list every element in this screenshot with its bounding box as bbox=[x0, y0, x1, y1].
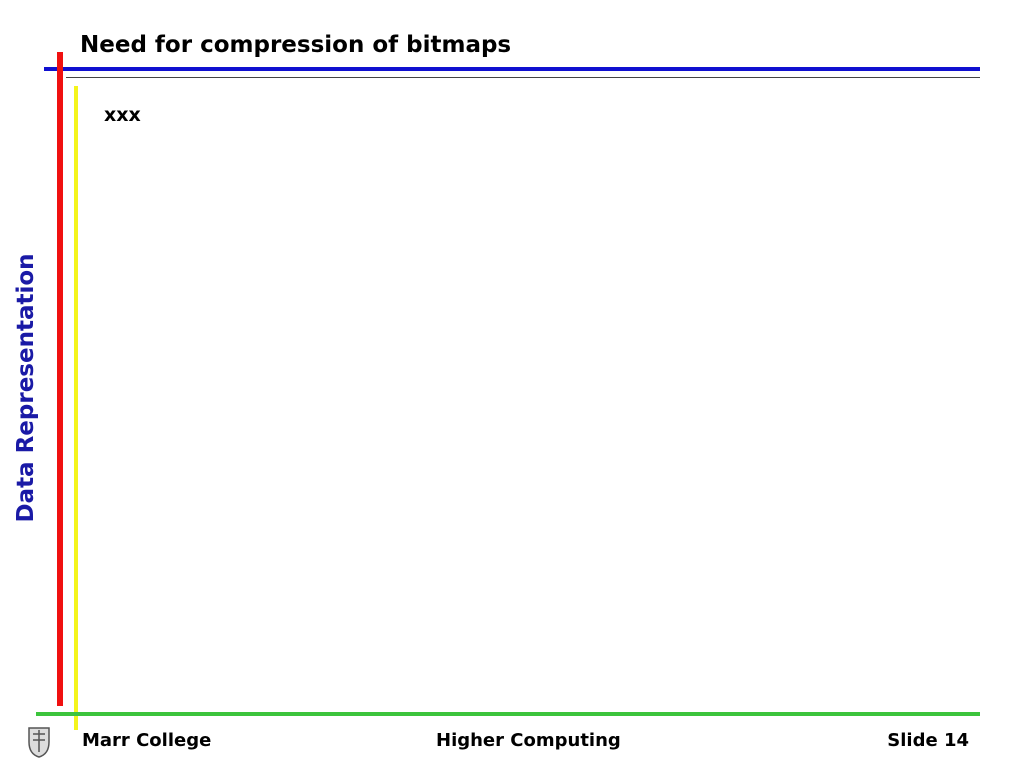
footer-left: Marr College bbox=[82, 730, 212, 751]
red-bar bbox=[57, 52, 63, 706]
title-thin-rule bbox=[66, 77, 980, 78]
footer-rule bbox=[36, 712, 980, 716]
slide-title: Need for compression of bitmaps bbox=[80, 32, 512, 58]
body-text: xxx bbox=[104, 104, 141, 126]
footer-center: Higher Computing bbox=[436, 730, 621, 751]
side-label: Data Representation bbox=[13, 253, 39, 523]
footer-right: Slide 14 bbox=[887, 730, 969, 751]
title-rule bbox=[44, 67, 980, 71]
crest-icon bbox=[28, 727, 50, 758]
yellow-bar bbox=[74, 86, 78, 730]
